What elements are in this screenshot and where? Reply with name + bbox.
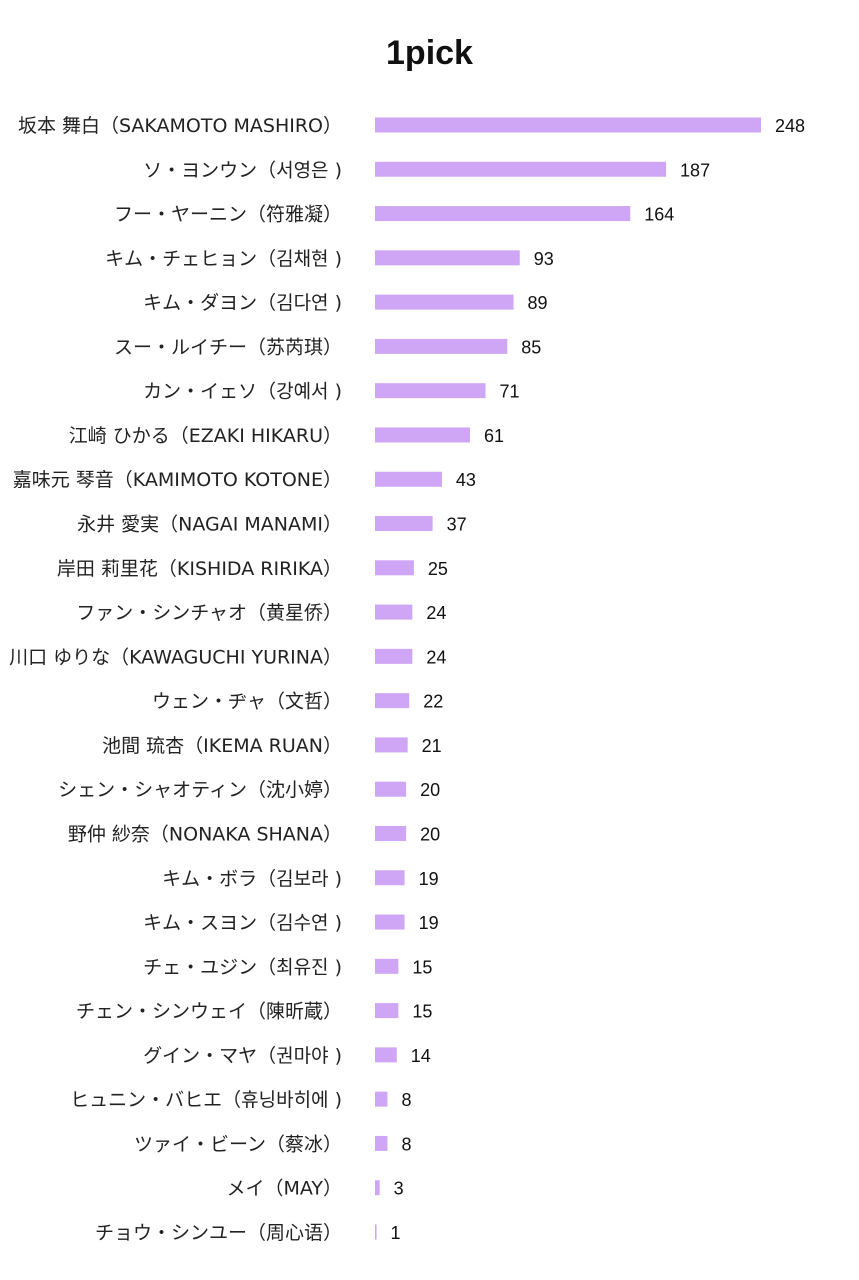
bar bbox=[375, 338, 508, 354]
category-label: 嘉味元 琴音（KAMIMOTO KOTONE） bbox=[13, 469, 342, 491]
bar bbox=[375, 516, 433, 532]
value-label: 20 bbox=[420, 780, 440, 800]
value-label: 21 bbox=[422, 736, 442, 756]
value-label: 85 bbox=[521, 337, 541, 357]
value-label: 8 bbox=[401, 1090, 411, 1110]
value-label: 37 bbox=[447, 515, 467, 535]
bar bbox=[375, 825, 407, 841]
value-label: 25 bbox=[428, 559, 448, 579]
value-label: 61 bbox=[484, 426, 504, 446]
category-label: ファン・シンチャオ（黄星侨） bbox=[76, 602, 342, 624]
bar bbox=[375, 427, 470, 443]
bar bbox=[375, 1047, 397, 1063]
category-label: ウェン・ヂャ（文哲） bbox=[152, 691, 342, 713]
value-label: 164 bbox=[644, 205, 674, 225]
category-label: キム・ボラ（김보라 ) bbox=[162, 868, 342, 890]
bar bbox=[375, 693, 410, 709]
value-label: 1 bbox=[391, 1223, 401, 1243]
value-label: 187 bbox=[680, 160, 710, 180]
category-label: 永井 愛実（NAGAI MANAMI） bbox=[77, 514, 342, 536]
category-label: 野仲 紗奈（NONAKA SHANA） bbox=[68, 823, 342, 845]
value-label: 15 bbox=[412, 957, 432, 977]
bar bbox=[375, 870, 405, 886]
value-label: 19 bbox=[419, 913, 439, 933]
category-label: ヒュニン・バヒエ（휴닝바히에 ) bbox=[70, 1089, 342, 1111]
value-label: 15 bbox=[412, 1002, 432, 1022]
bar bbox=[375, 1003, 399, 1019]
category-label: 岸田 莉里花（KISHIDA RIRIKA） bbox=[57, 558, 342, 580]
category-label: フー・ヤーニン（符雅凝） bbox=[114, 204, 342, 226]
bar bbox=[375, 383, 486, 399]
chart-title: 1pick bbox=[386, 34, 473, 72]
value-label: 24 bbox=[426, 603, 446, 623]
bar bbox=[375, 648, 413, 664]
value-label: 93 bbox=[534, 249, 554, 269]
value-label: 43 bbox=[456, 470, 476, 490]
bar bbox=[375, 206, 631, 222]
value-label: 89 bbox=[528, 293, 548, 313]
category-label: 川口 ゆりな（KAWAGUCHI YURINA） bbox=[9, 646, 342, 668]
bar bbox=[375, 471, 442, 487]
value-label: 14 bbox=[411, 1046, 431, 1066]
bar bbox=[375, 117, 761, 133]
category-label: グイン・マヤ（권마야 ) bbox=[143, 1045, 342, 1067]
category-label: 坂本 舞白（SAKAMOTO MASHIRO） bbox=[18, 115, 342, 137]
value-label: 3 bbox=[394, 1179, 404, 1199]
category-label: 池間 琉杏（IKEMA RUAN） bbox=[102, 735, 342, 757]
bar bbox=[375, 914, 405, 930]
bar bbox=[375, 250, 520, 266]
category-label: チェン・シンウェイ（陳昕蔵） bbox=[76, 1001, 342, 1023]
bar bbox=[375, 604, 413, 620]
value-label: 19 bbox=[419, 869, 439, 889]
value-label: 71 bbox=[500, 382, 520, 402]
bar bbox=[375, 1091, 388, 1107]
category-label: ツァイ・ビーン（蔡冰） bbox=[134, 1133, 342, 1155]
category-label: メイ（MAY） bbox=[226, 1178, 342, 1200]
category-label: チョウ・シンユー（周心语） bbox=[95, 1222, 342, 1244]
category-label: キム・スヨン（김수연 ) bbox=[143, 912, 342, 934]
category-label: シェン・シャオティン（沈小婷） bbox=[58, 779, 342, 801]
bar bbox=[375, 560, 414, 576]
category-label: キム・ダヨン（김다연 ) bbox=[143, 292, 342, 314]
bar bbox=[375, 958, 399, 974]
bar bbox=[375, 294, 514, 310]
value-label: 248 bbox=[775, 116, 805, 136]
bar bbox=[375, 161, 667, 177]
bar bbox=[375, 1135, 388, 1151]
bar bbox=[375, 737, 408, 753]
bar bbox=[375, 781, 407, 797]
category-label: 江崎 ひかる（EZAKI HIKARU） bbox=[69, 425, 342, 447]
bar bbox=[375, 1224, 377, 1240]
category-label: ソ・ヨンウン（서영은 ) bbox=[143, 159, 342, 181]
value-label: 20 bbox=[420, 824, 440, 844]
value-label: 8 bbox=[401, 1134, 411, 1154]
category-label: スー・ルイチー（苏芮琪） bbox=[114, 336, 342, 358]
value-label: 22 bbox=[423, 692, 443, 712]
category-label: キム・チェヒョン（김채현 ) bbox=[105, 248, 342, 270]
bar bbox=[375, 1180, 380, 1196]
category-label: カン・イェソ（강예서 ) bbox=[143, 381, 342, 403]
category-label: チェ・ユジン（최유진 ) bbox=[143, 956, 342, 978]
value-label: 24 bbox=[426, 647, 446, 667]
